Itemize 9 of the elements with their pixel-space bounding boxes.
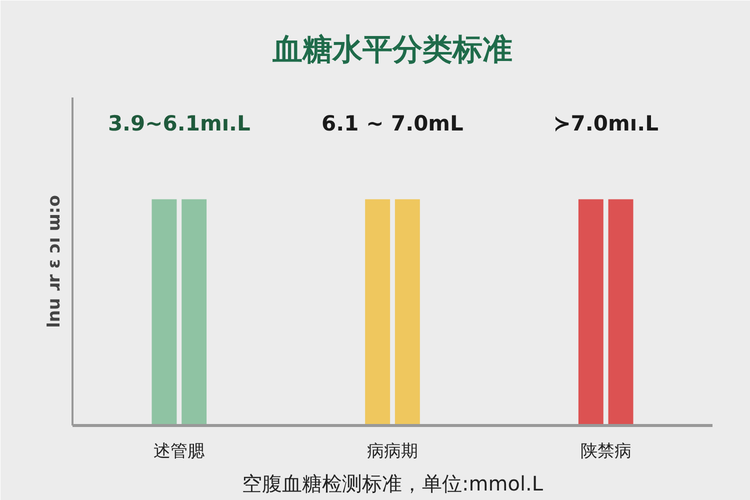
chart-title: 血糖水平分类标准 [272, 32, 512, 68]
x-tick-label: 病病期 [367, 442, 418, 462]
text: 3.9~6.1mı.L [108, 112, 250, 136]
text: ≻7.0mı.L [553, 112, 658, 136]
x-tick-label: 陕禁病 [580, 442, 632, 462]
text: 空腹血糖检测标准，单位:mmol.L [242, 472, 544, 496]
y-axis-title: lnu ɹr ɛ ɔı ɯ:o [44, 195, 64, 328]
x-tick-label: 述管腮 [154, 442, 205, 462]
text: 6.1 ~ 7.0mL [322, 112, 464, 136]
